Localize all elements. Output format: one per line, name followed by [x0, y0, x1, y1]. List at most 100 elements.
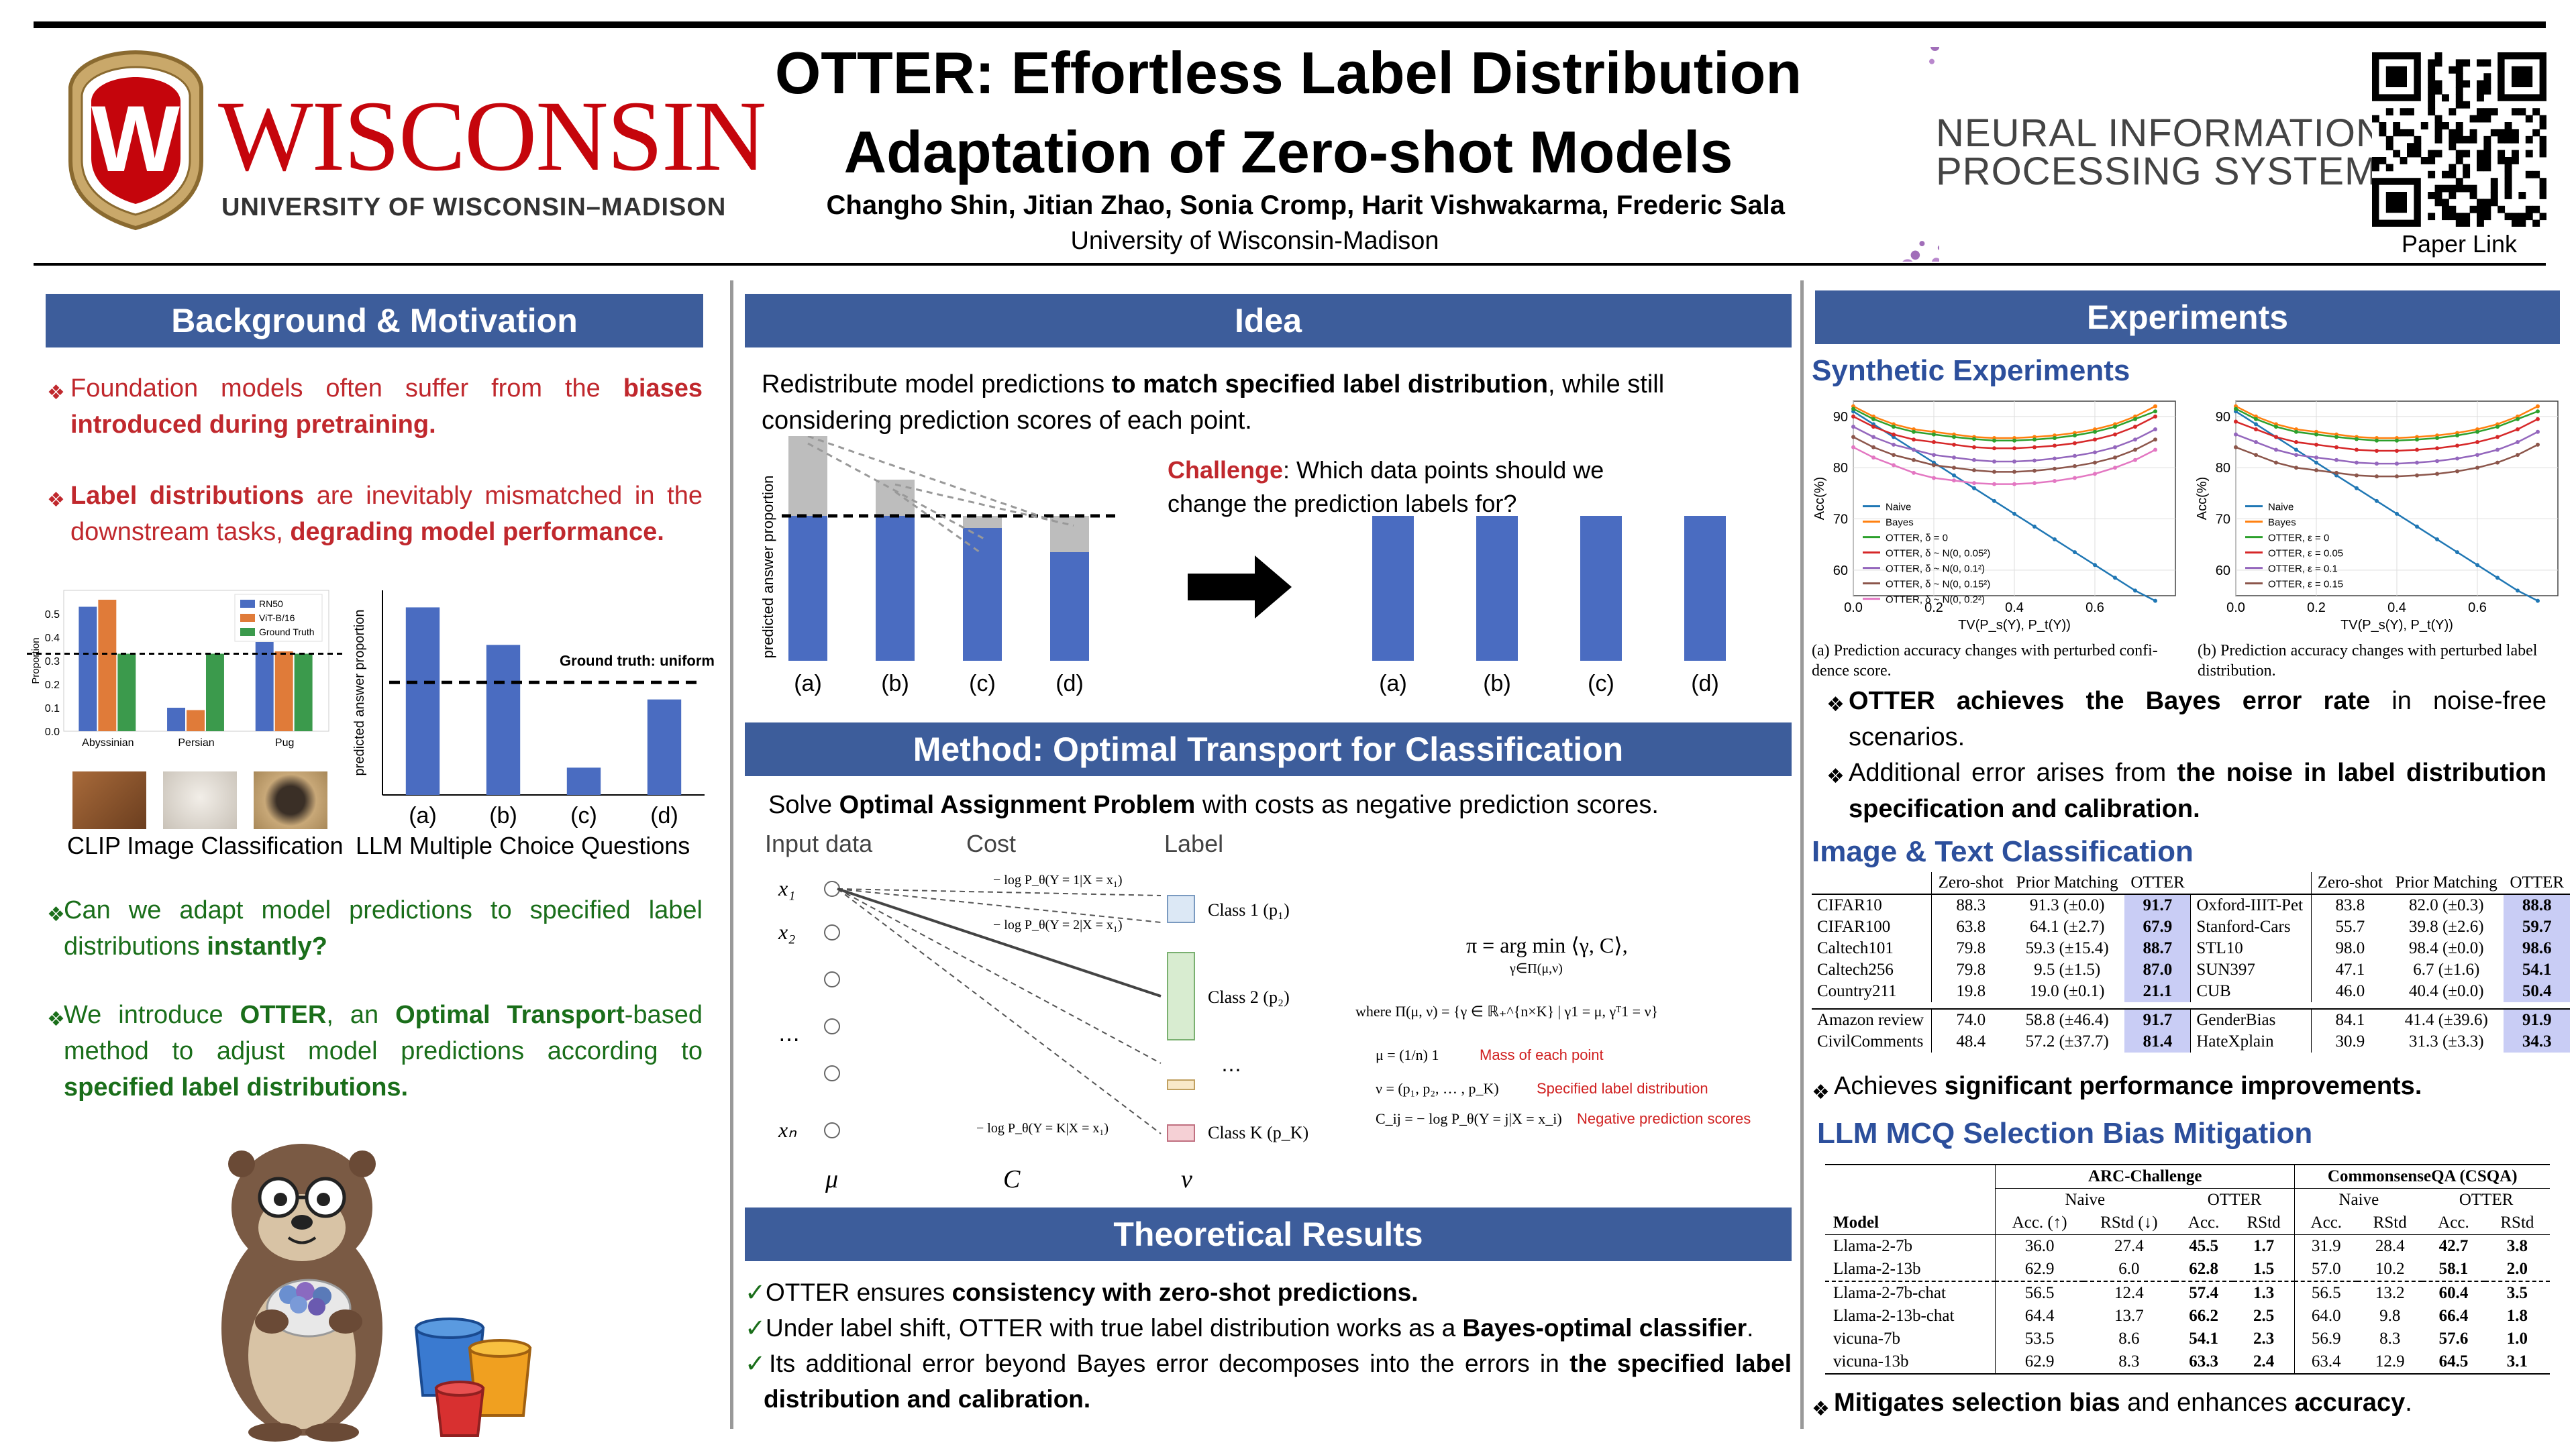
- csqa-acc-header: Acc.: [2294, 1212, 2358, 1235]
- clip-ytick: 0.3: [45, 656, 60, 667]
- series-point: [1871, 425, 1875, 429]
- series-point: [2274, 460, 2278, 465]
- eq-pi: π = arg min ⟨γ, C⟩,: [1466, 933, 1628, 957]
- qr-module: [2463, 136, 2471, 144]
- clip-ytick: 0.5: [45, 609, 60, 621]
- qr-module: [2434, 192, 2442, 199]
- series-point: [2032, 445, 2037, 449]
- clip-bar: [117, 653, 136, 731]
- legend-label: OTTER, δ = 0: [1886, 533, 1948, 544]
- eq-mu-note: Mass of each point: [1480, 1046, 1604, 1063]
- series-point: [1952, 435, 1956, 439]
- col-cost-label: Cost: [966, 830, 1016, 857]
- series-point: [2475, 429, 2479, 434]
- qr-module: [2400, 108, 2408, 116]
- qr-module: [2400, 157, 2408, 164]
- series-point: [2012, 482, 2016, 486]
- series-point: [2395, 474, 2399, 479]
- series-point: [1952, 478, 1956, 483]
- qr-module: [2477, 59, 2484, 67]
- series-point: [1932, 463, 1936, 468]
- line-xtick: 0.4: [2387, 600, 2406, 615]
- qr-module: [2539, 136, 2546, 144]
- idea-diagram: predicted answer proportion (a) (b) (c) (d) (…: [760, 436, 1726, 696]
- series-point: [1932, 476, 1936, 480]
- table-cell: CUB: [2190, 981, 2312, 1002]
- qr-module: [2434, 115, 2442, 123]
- series-point: [1992, 470, 1996, 474]
- series-point: [2254, 417, 2258, 421]
- qr-module: [2434, 136, 2442, 144]
- arc-naive-header: Naive: [1995, 1188, 2175, 1212]
- qr-module: [2525, 213, 2533, 221]
- qr-module: [2393, 129, 2401, 137]
- qr-module: [2455, 94, 2463, 102]
- section-heading-experiments: Experiments: [1815, 290, 2560, 344]
- series-line: [1853, 436, 2156, 473]
- series-point: [2274, 435, 2278, 439]
- class-dots-label: ⋯: [1221, 1059, 1241, 1081]
- clip-ytick: 0.4: [45, 633, 60, 644]
- series-point: [1952, 473, 1956, 478]
- series-point: [2294, 466, 2298, 470]
- idea-after-xtick: (d): [1691, 671, 1719, 696]
- qr-module: [2372, 115, 2379, 123]
- qr-module: [2477, 115, 2484, 123]
- series-point: [2495, 576, 2500, 580]
- legend-label: OTTER, ε = 0.1: [2268, 564, 2338, 575]
- series-line: [2235, 405, 2538, 439]
- series-point: [1871, 435, 1875, 439]
- series-point: [2475, 466, 2479, 470]
- table-cell: 98.0: [2310, 938, 2389, 959]
- qr-module: [2379, 129, 2387, 137]
- series-point: [2415, 460, 2419, 465]
- qr-module: [2504, 164, 2512, 172]
- class-k-label: Class K (p_K): [1208, 1123, 1308, 1142]
- table-cell: 67.9: [2124, 916, 2191, 938]
- csqa-otter-rstd-header: RStd: [2500, 1214, 2534, 1232]
- qr-module: [2428, 192, 2436, 199]
- affiliation: University of Wisconsin-Madison: [1070, 227, 1439, 255]
- qr-code-icon[interactable]: [2372, 52, 2546, 227]
- legend-label: OTTER, δ ~ N(0, 0.15²): [1886, 579, 1990, 590]
- table-cell: 58.8 (±46.4): [2025, 1011, 2109, 1029]
- idea-description: Redistribute model predictions to match …: [762, 370, 1665, 435]
- qr-module: [2504, 192, 2512, 199]
- series-point: [2032, 524, 2037, 529]
- qr-module: [2434, 122, 2442, 129]
- table-cell: 83.8: [2310, 894, 2389, 916]
- table-cell: 64.4: [1995, 1305, 2084, 1328]
- series-point: [1912, 437, 1916, 442]
- qr-module: [2497, 150, 2506, 158]
- table-cell: 57.4: [2189, 1284, 2219, 1302]
- series-point: [1992, 446, 1996, 451]
- mu-symbol: μ: [825, 1165, 838, 1193]
- csqa-rstd-header: RStd: [2373, 1214, 2407, 1232]
- series-point: [2435, 537, 2439, 542]
- qr-module: [2497, 205, 2506, 213]
- qr-module: [2463, 150, 2471, 158]
- series-point: [1851, 414, 1855, 419]
- legend-label: OTTER, ε = 0.15: [2268, 579, 2343, 590]
- bullet-bias: Foundation models often suffer from the …: [70, 374, 703, 439]
- table-cell: 1.8: [2506, 1307, 2528, 1325]
- qr-module: [2483, 87, 2491, 95]
- qr-module: [2428, 213, 2436, 221]
- clip-legend-swatch: [240, 628, 255, 636]
- table-cell: SUN397: [2190, 959, 2312, 981]
- qr-finder: [2385, 192, 2407, 213]
- series-point: [2073, 476, 2077, 480]
- qr-module: [2449, 192, 2457, 199]
- synthetic-heading: Synthetic Experiments: [1812, 354, 2130, 387]
- section-heading-method: Method: Optimal Transport for Classifica…: [745, 722, 1792, 776]
- clip-bar: [274, 651, 293, 731]
- table-cell: 2.4: [2253, 1352, 2275, 1371]
- series-point: [2053, 537, 2057, 542]
- qr-module: [2532, 170, 2540, 178]
- qr-label[interactable]: Paper Link: [2401, 230, 2518, 258]
- series-point: [2053, 479, 2057, 484]
- series-point: [2375, 438, 2379, 443]
- qr-finder: [2385, 66, 2407, 87]
- xdots-label: ⋯: [778, 1027, 800, 1051]
- qr-module: [2442, 213, 2449, 221]
